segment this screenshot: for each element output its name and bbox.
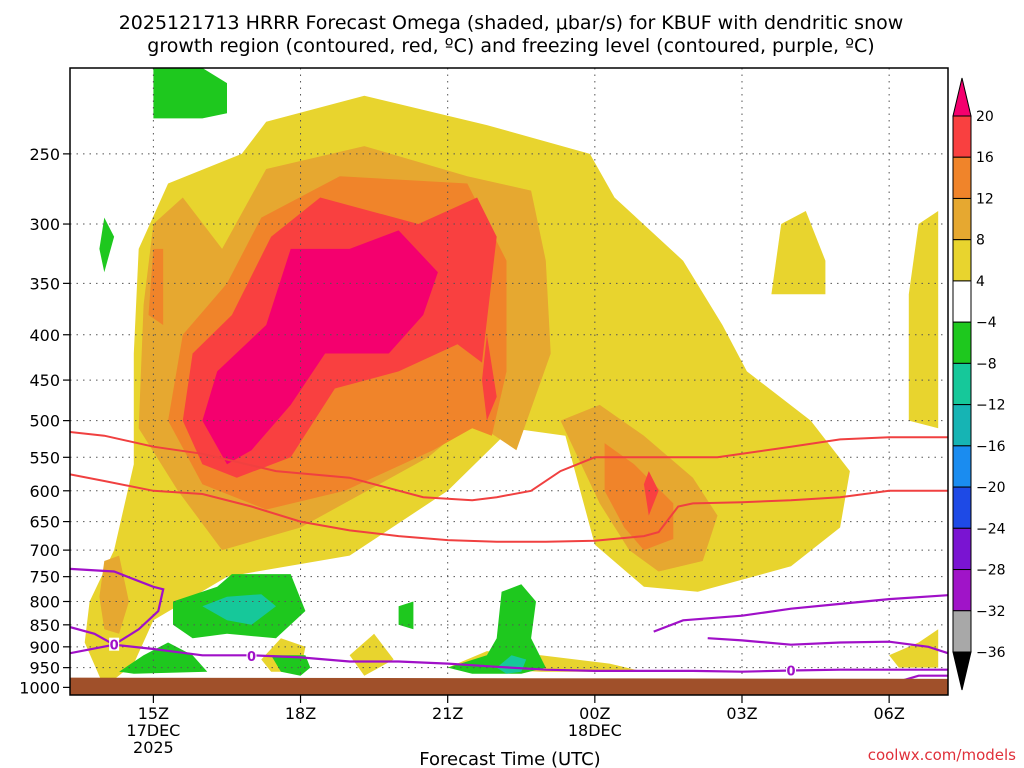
site-credit: coolwx.com/models [868,746,1016,764]
colorbar-label: −28 [976,563,1006,579]
y-tick-label: 750 [29,568,60,587]
y-tick-label: 400 [29,326,60,345]
omega-shaded-region-16 [202,230,438,465]
colorbar-swatch [952,527,972,571]
x-tick-label: 03Z [726,704,757,723]
y-tick-label: 350 [29,274,60,293]
omega-shaded-region-11 [148,248,164,325]
x-tick-label: 06Z [873,704,904,723]
colorbar-label: 8 [976,233,985,249]
omega-shaded-region-12 [604,443,674,551]
x-tick-label: 18Z [285,704,316,723]
omega-shaded-region-3 [889,629,939,668]
dgz-contour-line-1 [70,473,948,543]
contour-label-background [109,637,120,651]
y-tick-label: 850 [29,616,60,635]
x-tick-label: 21Z [432,704,463,723]
y-tick-label: 250 [29,145,60,164]
omega-shaded-region-22 [398,601,414,630]
freezing-level-label: 0 [247,650,256,665]
y-tick-label: 700 [29,541,60,560]
dgz-contour-line-0 [70,431,948,502]
freezing-level-contour-2 [653,594,948,633]
colorbar-label: −12 [976,398,1006,414]
plot-area: 0 0 0 [70,68,948,695]
colorbar-legend: 20 16 12 8 4 −4 −8 −12 −16 −20 −24 −28 −32 −36 [952,77,1006,691]
y-tick-label: 950 [29,659,60,678]
colorbar-swatch [952,197,972,241]
plot-frame [69,67,949,696]
omega-shaded-region-1 [771,211,826,295]
omega-shaded-region-2 [908,211,939,429]
colorbar-swatch [952,610,972,653]
colorbar-swatch [952,569,972,612]
colorbar-label: −16 [976,439,1006,455]
x-tick-label: 17DEC [126,721,180,740]
omega-shaded-region-20 [119,642,208,674]
colorbar-swatch [952,280,972,323]
y-tick-label: 600 [29,482,60,501]
terrain-ground [70,677,948,695]
colorbar-top-arrow [952,77,972,117]
colorbar-swatch [952,445,972,488]
colorbar-label: 16 [976,150,994,166]
y-axis-ticks: 250 300 350 400 450 500 550 600 650 700 750 800 850 9… [19,145,70,697]
omega-shaded-region-23 [447,584,546,674]
colorbar-label: 4 [976,274,985,290]
freezing-level-contour-1 [70,626,948,673]
y-tick-label: 300 [29,215,60,234]
x-axis-label: Forecast Time (UTC) [419,749,600,768]
contour-label-background [786,663,797,677]
colorbar-label: 12 [976,191,994,207]
colorbar-swatch [952,486,972,529]
omega-shaded-region-18 [99,217,115,273]
chart-title-line2: growth region (contoured, red, ºC) and f… [147,35,874,57]
chart-title-line1: 2025121713 HRRR Forecast Omega (shaded, … [119,12,904,34]
colorbar-label: −36 [976,645,1006,661]
colorbar-swatch [952,156,972,199]
omega-shaded-region-14 [482,334,497,421]
colorbar-swatch [952,404,972,447]
colorbar-bottom-arrow [952,651,972,691]
omega-shaded-region-15 [643,471,659,516]
colorbar-swatch [952,321,972,364]
freezing-level-label: 0 [787,664,796,679]
colorbar-label: 20 [976,109,994,125]
omega-shaded-region-6 [349,633,394,676]
contour-label-background [246,649,257,663]
x-tick-label: 15Z [138,704,169,723]
colorbar-label: −32 [976,604,1006,620]
y-tick-label: 900 [29,638,60,657]
freezing-level-contour-3 [707,637,948,655]
x-tick-label: 00Z [579,704,610,723]
y-tick-label: 1000 [19,678,60,697]
colorbar-label: −8 [976,356,997,372]
colorbar-label: −4 [976,315,997,331]
colorbar-label: −24 [976,521,1006,537]
y-tick-label: 550 [29,448,60,467]
omega-shaded-region-17 [153,68,227,119]
y-tick-label: 450 [29,371,60,390]
colorbar-swatch [952,362,972,406]
x-tick-label: 18DEC [568,721,622,740]
y-tick-label: 800 [29,593,60,612]
colorbar-swatch [952,115,972,158]
freezing-level-label: 0 [110,639,119,654]
y-tick-label: 650 [29,513,60,532]
x-tick-label: 2025 [133,738,174,757]
y-tick-label: 500 [29,412,60,431]
colorbar-swatch [952,239,972,282]
colorbar-label: −20 [976,480,1006,496]
